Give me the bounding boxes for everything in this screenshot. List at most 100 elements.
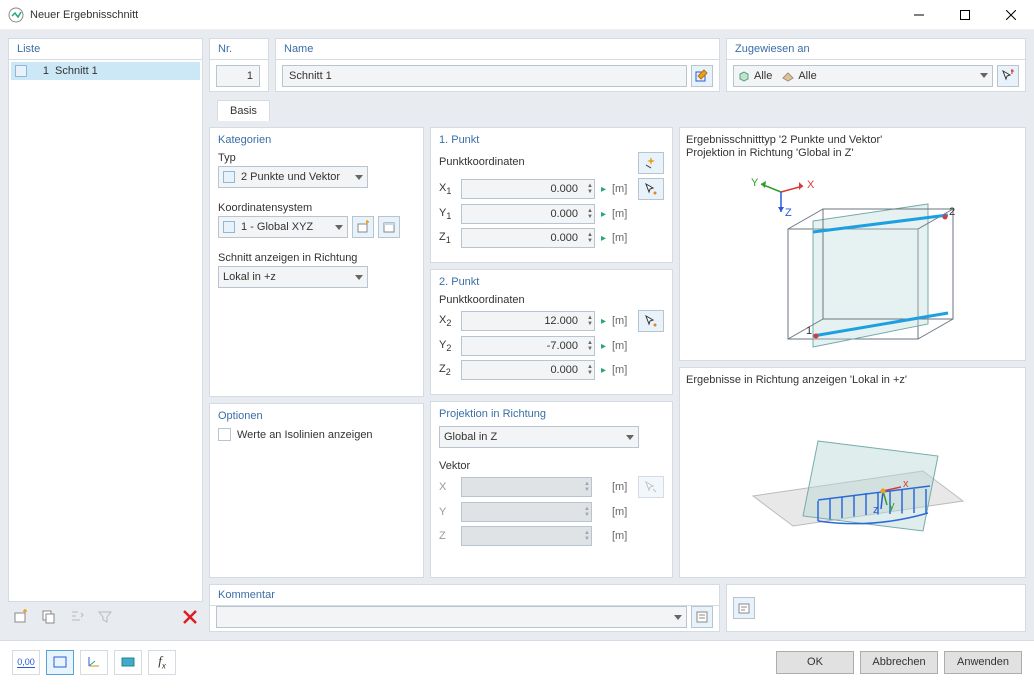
vektor-x-label: X (439, 481, 457, 493)
y1-spinner[interactable]: ▲▼ (585, 204, 595, 224)
y1-input[interactable]: 0.000 (461, 204, 595, 224)
svg-text:1: 1 (806, 325, 812, 337)
typ-label: Typ (218, 152, 415, 164)
vektor-y-spinner: ▲▼ (582, 502, 592, 522)
play-icon[interactable]: ▸ (601, 365, 606, 376)
sort-button[interactable] (66, 606, 88, 628)
y2-input[interactable]: -7.000 (461, 336, 595, 356)
z1-label: Z1 (439, 231, 457, 245)
minimize-button[interactable] (896, 0, 942, 30)
x2-spinner[interactable]: ▲▼ (585, 311, 595, 331)
cube-diagram: XYZ12 (723, 164, 983, 354)
list-item-name: Schnitt 1 (55, 65, 98, 77)
assigned-panel: Zugewiesen an Alle Alle (726, 38, 1026, 92)
kommentar-panel: Kommentar (209, 584, 720, 632)
filter-button[interactable] (94, 606, 116, 628)
edit-coord-sys-button[interactable] (378, 216, 400, 238)
liste-body[interactable]: 1 Schnitt 1 (9, 60, 202, 601)
vektor-z-label: Z (439, 530, 457, 542)
view-mode-fx-button[interactable]: fx (148, 650, 176, 675)
copy-item-button[interactable] (38, 606, 60, 628)
nr-input[interactable]: 1 (216, 65, 260, 87)
isolines-checkbox-row[interactable]: Werte an Isolinien anzeigen (218, 428, 415, 441)
unit-label: [m] (612, 315, 634, 327)
attachment-button[interactable] (733, 597, 755, 619)
bottom-bar: 0,00 fx OK Abbrechen Anwenden (0, 640, 1034, 683)
unit-label: [m] (612, 506, 634, 518)
vektor-z-input (461, 526, 592, 546)
liste-toolbar (8, 602, 203, 632)
typ-select[interactable]: 2 Punkte und Vektor (218, 166, 368, 188)
nr-panel: Nr. 1 (209, 38, 269, 92)
play-icon[interactable]: ▸ (601, 341, 606, 352)
delete-button[interactable] (179, 606, 201, 628)
unit-label: [m] (612, 481, 634, 493)
punkt1-title: 1. Punkt (439, 134, 664, 146)
name-input[interactable]: Schnitt 1 (282, 65, 687, 87)
pick-vektor-button (638, 476, 664, 498)
liste-title: Liste (9, 39, 202, 60)
preview-2: Ergebnisse in Richtung anzeigen 'Lokal i… (679, 367, 1026, 578)
kommentar-title: Kommentar (210, 585, 719, 606)
z1-input[interactable]: 0.000 (461, 228, 595, 248)
pick-point2-button[interactable] (638, 310, 664, 332)
x2-input[interactable]: 12.000 (461, 311, 595, 331)
svg-text:X: X (807, 179, 815, 191)
tab-basis[interactable]: Basis (217, 100, 270, 121)
x1-input[interactable]: 0.000 (461, 179, 595, 199)
name-label: Name (276, 39, 719, 60)
cancel-button[interactable]: Abbrechen (860, 651, 938, 674)
z1-spinner[interactable]: ▲▼ (585, 228, 595, 248)
pick-assigned-button[interactable] (997, 65, 1019, 87)
unit-label: [m] (612, 208, 634, 220)
list-item[interactable]: 1 Schnitt 1 (11, 62, 200, 80)
maximize-button[interactable] (942, 0, 988, 30)
z2-spinner[interactable]: ▲▼ (585, 360, 595, 380)
tab-bar: Basis (209, 96, 1026, 121)
pick-point1-button[interactable] (638, 178, 664, 200)
direction-select[interactable]: Lokal in +z (218, 266, 368, 288)
new-coord-sys-button[interactable] (352, 216, 374, 238)
vektor-y-input (461, 502, 592, 522)
z2-input[interactable]: 0.000 (461, 360, 595, 380)
svg-text:Y: Y (751, 177, 759, 189)
punkt2-title: 2. Punkt (439, 276, 664, 288)
y2-spinner[interactable]: ▲▼ (585, 336, 595, 356)
magic-pick-button[interactable] (638, 152, 664, 174)
assigned-select[interactable]: Alle Alle (733, 65, 993, 87)
list-item-color-icon (15, 65, 27, 77)
coord-sys-select[interactable]: 1 - Global XYZ (218, 216, 348, 238)
unit-label: [m] (612, 183, 634, 195)
kommentar-library-button[interactable] (691, 606, 713, 628)
new-item-button[interactable] (10, 606, 32, 628)
x1-spinner[interactable]: ▲▼ (585, 179, 595, 199)
typ-value: 2 Punkte und Vektor (241, 171, 340, 183)
view-mode-render-button[interactable] (114, 650, 142, 675)
view-mode-axes-button[interactable] (80, 650, 108, 675)
view-mode-values-button[interactable]: 0,00 (12, 650, 40, 675)
edit-name-button[interactable] (691, 65, 713, 87)
checkbox[interactable] (218, 428, 231, 441)
vektor-x-spinner: ▲▼ (582, 477, 592, 497)
apply-button[interactable]: Anwenden (944, 651, 1022, 674)
play-icon[interactable]: ▸ (601, 233, 606, 244)
surface-icon (782, 70, 794, 82)
assigned-value-2: Alle (798, 70, 816, 82)
play-icon[interactable]: ▸ (601, 184, 606, 195)
projektion-title: Projektion in Richtung (439, 408, 664, 420)
svg-text:y: y (889, 500, 895, 512)
ok-button[interactable]: OK (776, 651, 854, 674)
coord-sys-value: 1 - Global XYZ (241, 221, 313, 233)
close-button[interactable] (988, 0, 1034, 30)
view-mode-outline-button[interactable] (46, 650, 74, 675)
direction-value: Lokal in +z (223, 271, 276, 283)
assigned-value-1: Alle (754, 70, 772, 82)
projektion-select[interactable]: Global in Z (439, 426, 639, 448)
kommentar-select[interactable] (216, 606, 687, 628)
chevron-down-icon (674, 615, 682, 620)
vektor-x-input (461, 477, 592, 497)
z2-label: Z2 (439, 363, 457, 377)
play-icon[interactable]: ▸ (601, 209, 606, 220)
play-icon[interactable]: ▸ (601, 316, 606, 327)
preview-1: Ergebnisschnitttyp '2 Punkte und Vektor'… (679, 127, 1026, 361)
